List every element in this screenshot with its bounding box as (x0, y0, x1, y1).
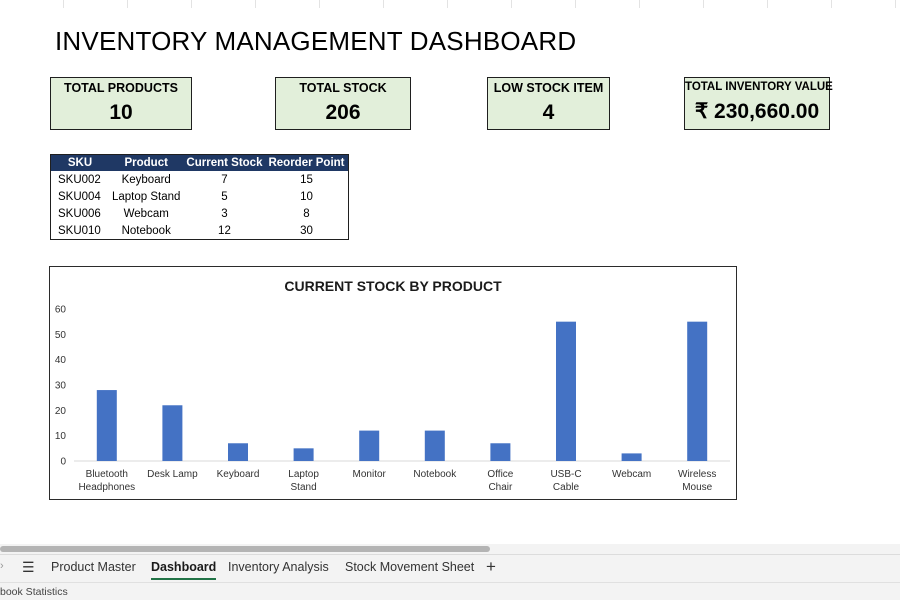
y-tick-label: 40 (55, 355, 67, 366)
kpi-label: TOTAL PRODUCTS (64, 81, 178, 95)
y-tick-label: 0 (60, 457, 66, 468)
low-stock-table: SKU Product Current Stock Reorder Point … (50, 154, 349, 240)
cell-current-stock[interactable]: 3 (221, 207, 228, 220)
cell-current-stock[interactable]: 5 (221, 190, 228, 203)
y-tick-label: 30 (55, 381, 67, 392)
cell-reorder-point[interactable]: 15 (300, 173, 313, 186)
x-axis-labels: Bluetooth Headphones Desk Lamp Keyboard Lapt… (78, 469, 716, 493)
kpi-value: ₹ 230,660.00 (694, 100, 820, 123)
tab-inventory-analysis[interactable]: Inventory Analysis (228, 560, 329, 574)
sheet-tab-bar: › ☰ Product Master Dashboard Inventory A… (0, 554, 900, 582)
cell-product[interactable]: Laptop Stand (112, 190, 181, 203)
kpi-value: 4 (542, 101, 555, 124)
cell-sku[interactable]: SKU004 (58, 190, 101, 203)
horizontal-scrollbar[interactable] (0, 544, 900, 554)
bar-group (96, 321, 708, 461)
cell-current-stock[interactable]: 12 (218, 224, 231, 237)
bar[interactable] (96, 390, 117, 461)
x-tick-label: Office Chair (487, 469, 513, 493)
bar[interactable] (228, 443, 248, 461)
cell-product[interactable]: Notebook (121, 224, 171, 237)
kpi-card-total-products: TOTAL PRODUCTS 10 (50, 77, 192, 130)
column-header-reorder-point[interactable]: Reorder Point (265, 154, 349, 171)
y-axis-ticks: 0 10 20 30 40 50 60 (55, 305, 67, 468)
tab-dashboard[interactable]: Dashboard (151, 560, 217, 580)
cell-sku[interactable]: SKU002 (58, 173, 101, 186)
sheet-grid-strip (0, 0, 900, 8)
bar[interactable] (621, 453, 642, 461)
table-header-row: SKU Product Current Stock Reorder Point (50, 154, 349, 171)
menu-icon[interactable]: ☰ (22, 559, 35, 575)
stock-chart[interactable]: CURRENT STOCK BY PRODUCT 0 10 20 30 40 50 60 B… (49, 266, 737, 500)
y-tick-label: 50 (55, 330, 67, 341)
cell-product[interactable]: Webcam (123, 207, 169, 220)
chevron-right-icon[interactable]: › (0, 560, 4, 572)
y-tick-label: 20 (55, 406, 67, 417)
plus-icon[interactable]: + (486, 557, 496, 576)
cell-product[interactable]: Keyboard (121, 173, 171, 186)
bar[interactable] (293, 448, 314, 461)
kpi-label: TOTAL STOCK (299, 81, 387, 95)
x-tick-label: Desk Lamp (147, 469, 198, 480)
kpi-label: LOW STOCK ITEM (493, 81, 604, 95)
status-text[interactable]: book Statistics (0, 586, 68, 598)
bar[interactable] (359, 430, 380, 461)
bar[interactable] (556, 321, 576, 461)
x-tick-label: Notebook (413, 469, 457, 480)
bar[interactable] (490, 443, 511, 461)
kpi-card-inventory-value: TOTAL INVENTORY VALUE ₹ 230,660.00 (684, 77, 833, 130)
kpi-card-low-stock: LOW STOCK ITEM 4 (487, 77, 610, 130)
cell-reorder-point[interactable]: 8 (303, 207, 310, 220)
column-header-current-stock[interactable]: Current Stock (183, 154, 266, 171)
bar[interactable] (687, 321, 708, 461)
cell-sku[interactable]: SKU010 (58, 224, 101, 237)
kpi-card-total-stock: TOTAL STOCK 206 (275, 77, 411, 130)
cell-reorder-point[interactable]: 10 (300, 190, 313, 203)
cell-current-stock[interactable]: 7 (221, 173, 228, 186)
kpi-label: TOTAL INVENTORY VALUE (685, 81, 833, 93)
y-tick-label: 10 (55, 431, 67, 442)
x-tick-label: Wireless Mouse (678, 469, 716, 493)
x-tick-label: Keyboard (217, 469, 260, 480)
chart-title: CURRENT STOCK BY PRODUCT (284, 278, 502, 294)
stock-chart-svg: CURRENT STOCK BY PRODUCT 0 10 20 30 40 50 60 B… (55, 278, 730, 493)
bar[interactable] (424, 430, 445, 461)
table-row: SKU006 Webcam 3 8 (51, 205, 349, 222)
status-bar: book Statistics (0, 582, 900, 600)
y-tick-label: 60 (55, 305, 67, 316)
column-header-sku[interactable]: SKU (50, 154, 109, 171)
table-row: SKU004 Laptop Stand 5 10 (51, 188, 349, 205)
scrollbar-thumb[interactable] (0, 546, 490, 552)
column-header-product[interactable]: Product (109, 154, 184, 171)
x-tick-label: Webcam (612, 469, 651, 480)
x-tick-label: Monitor (353, 469, 387, 480)
table-row: SKU010 Notebook 12 30 (51, 222, 349, 240)
x-tick-label: USB-C Cable (550, 469, 581, 493)
x-tick-label: Bluetooth Headphones (78, 469, 135, 493)
cell-reorder-point[interactable]: 30 (300, 224, 313, 237)
kpi-value: 10 (109, 101, 133, 124)
cell-sku[interactable]: SKU006 (58, 207, 101, 220)
tab-product-master[interactable]: Product Master (51, 560, 136, 574)
bar[interactable] (162, 405, 183, 461)
table-row: SKU002 Keyboard 7 15 (51, 171, 349, 188)
x-tick-label: Laptop Stand (288, 469, 319, 493)
dashboard-title: INVENTORY MANAGEMENT DASHBOARD (55, 26, 577, 56)
tab-stock-movement-sheet[interactable]: Stock Movement Sheet (345, 560, 475, 574)
kpi-value: 206 (325, 101, 361, 124)
